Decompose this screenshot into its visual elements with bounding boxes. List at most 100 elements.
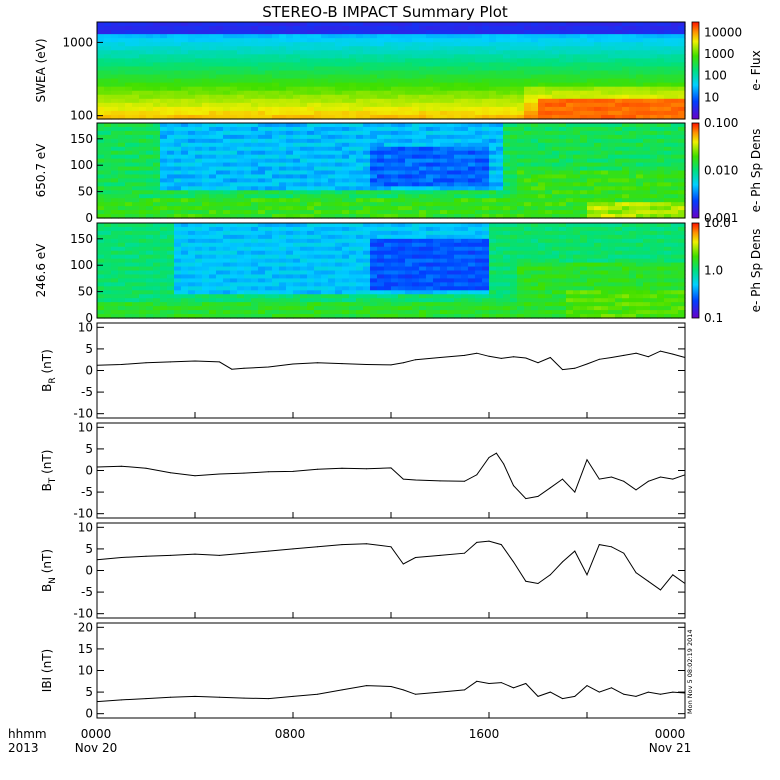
heatmap-cell: [461, 82, 469, 88]
heatmap-cell: [139, 54, 147, 59]
heatmap-cell: [188, 194, 196, 199]
heatmap-cell: [349, 314, 357, 319]
heatmap-cell: [118, 174, 126, 180]
heatmap-cell: [454, 38, 462, 43]
heatmap-cell: [531, 102, 539, 108]
heatmap-cell: [167, 42, 175, 47]
heatmap-cell: [125, 278, 133, 283]
heatmap-cell: [111, 34, 119, 39]
heatmap-cell: [405, 170, 413, 176]
heatmap-cell: [398, 202, 406, 207]
heatmap-cell: [573, 30, 581, 35]
heatmap-cell: [342, 214, 350, 219]
heatmap-cell: [153, 246, 161, 252]
heatmap-cell: [356, 166, 364, 172]
heatmap-cell: [132, 246, 140, 252]
heatmap-cell: [608, 190, 616, 195]
heatmap-cell: [230, 142, 238, 148]
heatmap-cell: [279, 162, 287, 168]
heatmap-cell: [167, 102, 175, 108]
heatmap-cell: [258, 246, 266, 252]
heatmap-cell: [321, 58, 329, 64]
heatmap-cell: [615, 126, 623, 132]
heatmap-cell: [230, 46, 238, 51]
heatmap-cell: [538, 26, 546, 31]
heatmap-cell: [286, 278, 294, 283]
heatmap-cell: [314, 246, 322, 252]
heatmap-cell: [678, 58, 686, 64]
heatmap-cell: [405, 66, 413, 72]
heatmap-cell: [377, 82, 385, 88]
heatmap-cell: [664, 146, 672, 152]
heatmap-cell: [447, 154, 455, 160]
heatmap-cell: [496, 90, 504, 96]
heatmap-cell: [356, 170, 364, 176]
heatmap-cell: [307, 170, 315, 176]
heatmap-cell: [300, 202, 308, 207]
heatmap-cell: [293, 310, 301, 315]
heatmap-cell: [622, 150, 630, 156]
heatmap-cell: [272, 178, 280, 183]
heatmap-cell: [587, 150, 595, 156]
heatmap-cell: [181, 82, 189, 88]
heatmap-cell: [496, 154, 504, 160]
heatmap-cell: [524, 190, 532, 195]
heatmap-cell: [174, 274, 182, 280]
heatmap-cell: [370, 86, 378, 92]
heatmap-cell: [608, 26, 616, 31]
heatmap-cell: [181, 302, 189, 307]
heatmap-cell: [237, 298, 245, 303]
heatmap-cell: [132, 182, 140, 187]
heatmap-cell: [370, 130, 378, 136]
heatmap-cell: [251, 194, 259, 199]
heatmap-cell: [342, 198, 350, 203]
heatmap-cell: [517, 134, 525, 140]
heatmap-cell: [454, 146, 462, 152]
heatmap-cell: [223, 102, 231, 108]
heatmap-cell: [566, 50, 574, 55]
heatmap-cell: [244, 190, 252, 195]
heatmap-cell: [510, 174, 518, 180]
heatmap-cell: [97, 158, 105, 164]
heatmap-cell: [139, 190, 147, 195]
heatmap-cell: [398, 30, 406, 35]
heatmap-cell: [468, 78, 476, 84]
heatmap-cell: [97, 254, 105, 260]
heatmap-cell: [244, 34, 252, 39]
heatmap-cell: [300, 166, 308, 172]
heatmap-cell: [650, 58, 658, 64]
heatmap-cell: [622, 186, 630, 191]
heatmap-cell: [419, 46, 427, 51]
heatmap-cell: [587, 206, 595, 211]
heatmap-cell: [531, 190, 539, 195]
heatmap-cell: [335, 123, 343, 128]
heatmap-cell: [230, 86, 238, 92]
heatmap-cell: [272, 78, 280, 84]
heatmap-cell: [293, 130, 301, 136]
heatmap-cell: [265, 22, 273, 27]
heatmap-cell: [272, 230, 280, 236]
heatmap-cell: [377, 190, 385, 195]
heatmap-cell: [139, 66, 147, 72]
heatmap-cell: [216, 46, 224, 51]
heatmap-cell: [209, 114, 217, 120]
heatmap-cell: [97, 294, 105, 299]
heatmap-cell: [671, 22, 679, 27]
heatmap-cell: [636, 58, 644, 64]
heatmap-cell: [307, 130, 315, 136]
heatmap-cell: [356, 306, 364, 311]
heatmap-cell: [237, 278, 245, 283]
heatmap-cell: [188, 58, 196, 64]
heatmap-cell: [202, 282, 210, 287]
heatmap-cell: [349, 198, 357, 203]
heatmap-cell: [552, 178, 560, 183]
heatmap-cell: [566, 74, 574, 80]
heatmap-cell: [265, 150, 273, 156]
heatmap-cell: [314, 26, 322, 31]
heatmap-cell: [314, 78, 322, 84]
heatmap-cell: [601, 34, 609, 39]
heatmap-cell: [286, 166, 294, 172]
heatmap-cell: [671, 82, 679, 88]
heatmap-cell: [300, 54, 308, 59]
heatmap-cell: [573, 22, 581, 27]
